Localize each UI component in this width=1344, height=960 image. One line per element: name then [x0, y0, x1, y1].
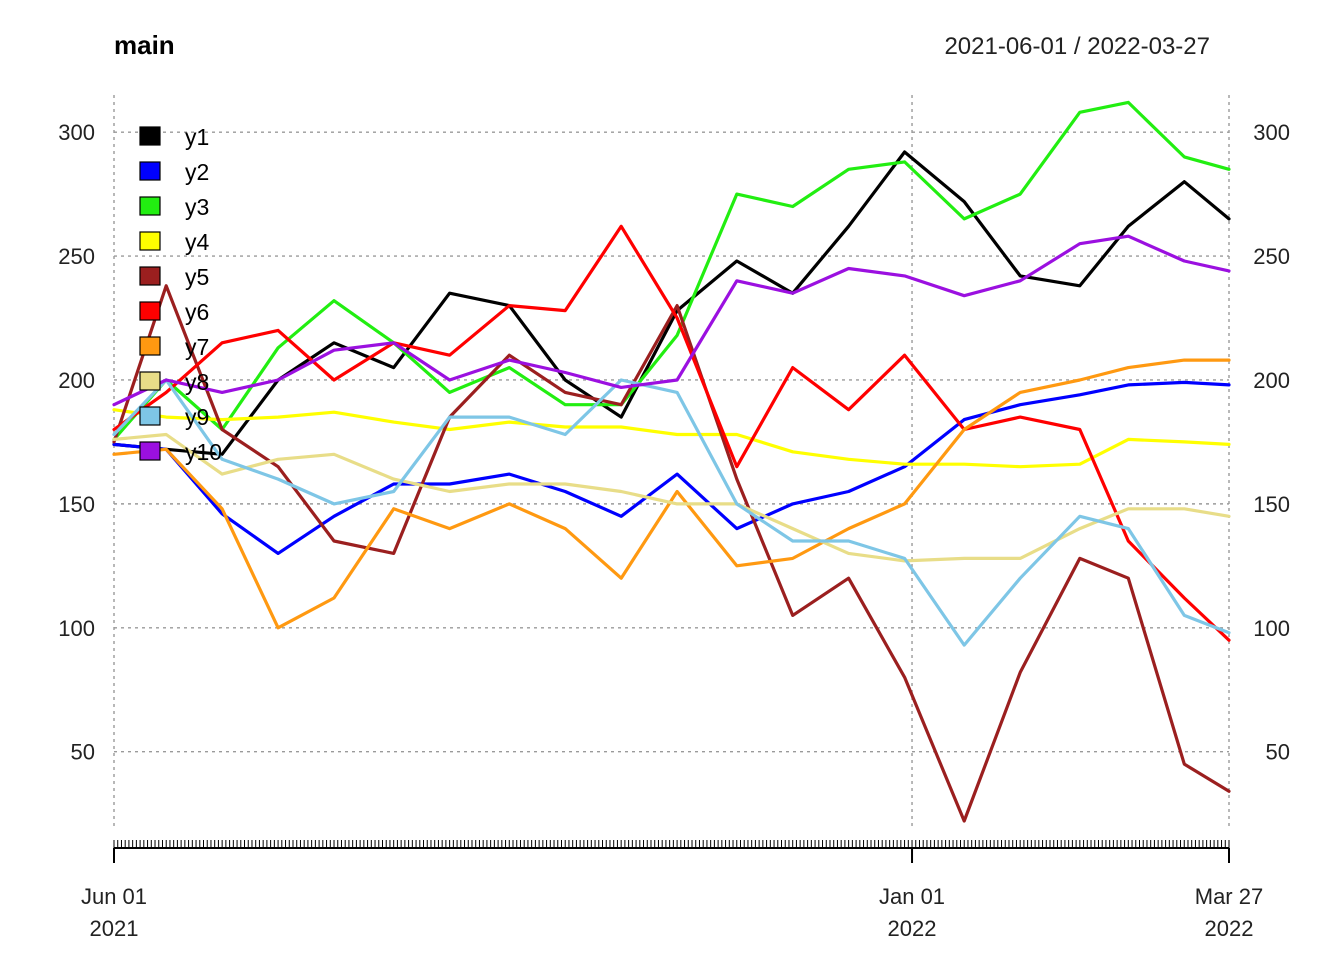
series-line-y4	[112, 408, 1231, 469]
legend-label-y10: y10	[185, 439, 222, 465]
y-tick-label-right: 50	[1266, 740, 1290, 765]
y-tick-label-right: 150	[1253, 492, 1290, 517]
x-tick-label-year: 2021	[90, 916, 139, 941]
series-line-y2	[112, 380, 1231, 555]
legend-swatch-y6	[139, 301, 161, 321]
legend-swatch-y3	[139, 196, 161, 216]
x-tick-label-month: Mar 27	[1195, 884, 1263, 909]
y-tick-label-right: 250	[1253, 244, 1290, 269]
series-line-y9	[112, 378, 1231, 647]
legend-label-y3: y3	[185, 194, 209, 220]
series-line-y1	[112, 150, 1231, 456]
legend-label-y5: y5	[185, 264, 209, 290]
legend-label-y9: y9	[185, 404, 209, 430]
legend-swatch-y1	[139, 126, 161, 146]
y-tick-label-right: 300	[1253, 120, 1290, 145]
legend-swatch-y8	[139, 371, 161, 391]
legend-swatch-y5	[139, 266, 161, 286]
legend-swatch-y4	[139, 231, 161, 251]
y-tick-label-left: 50	[71, 740, 95, 765]
series-line-y7	[112, 358, 1231, 630]
chart-title: main	[114, 30, 175, 60]
x-tick-label-month: Jan 01	[879, 884, 945, 909]
legend-label-y7: y7	[185, 334, 209, 360]
legend-label-y1: y1	[185, 124, 209, 150]
y-tick-label-left: 200	[58, 368, 95, 393]
legend-swatch-y10	[139, 441, 161, 461]
x-tick-label-year: 2022	[1205, 916, 1254, 941]
y-tick-label-left: 150	[58, 492, 95, 517]
y-tick-label-left: 100	[58, 616, 95, 641]
legend-label-y8: y8	[185, 369, 209, 395]
x-tick-label-year: 2022	[888, 916, 937, 941]
y-tick-label-right: 200	[1253, 368, 1290, 393]
series-line-y3	[112, 100, 1231, 441]
x-tick-label-month: Jun 01	[81, 884, 147, 909]
series-line-y6	[112, 224, 1231, 642]
legend-label-y2: y2	[185, 159, 209, 185]
series-layer	[112, 100, 1231, 823]
date-range: 2021-06-01 / 2022-03-27	[944, 33, 1210, 60]
legend-label-y4: y4	[185, 229, 210, 255]
axis-layer: 50 50 100 100 150 150 200 200 250 250 300 300 Jun 01…	[58, 120, 1290, 941]
x-minor-ticks	[113, 840, 1230, 848]
y-tick-label-left: 250	[58, 244, 95, 269]
legend: y1 y2 y3 y4 y5 y6 y7 y8 y9 y10	[139, 124, 222, 465]
legend-swatch-y7	[139, 336, 161, 356]
series-line-y10	[112, 234, 1231, 407]
legend-swatch-y9	[139, 406, 161, 426]
y-tick-label-right: 100	[1253, 616, 1290, 641]
series-line-y5	[112, 284, 1231, 823]
y-tick-label-left: 300	[58, 120, 95, 145]
legend-label-y6: y6	[185, 299, 209, 325]
legend-swatch-y2	[139, 161, 161, 181]
